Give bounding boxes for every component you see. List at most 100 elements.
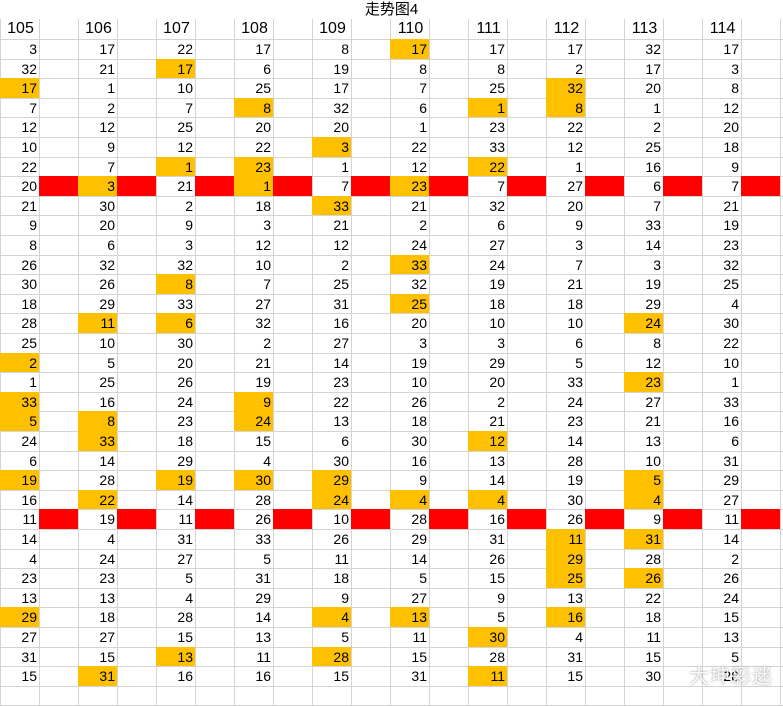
table-cell: 2 [419, 217, 427, 234]
red-marker-cell [663, 176, 702, 196]
table-cell: 30 [21, 276, 37, 293]
table-cell: 10 [99, 335, 115, 351]
table-cell: 16 [489, 511, 505, 528]
table-cell: 4 [575, 629, 583, 645]
table-cell: 20 [645, 80, 661, 97]
table-cell: 4 [312, 607, 351, 627]
table-cell: 12 [567, 139, 583, 155]
table-cell: 16 [333, 315, 349, 332]
table-cell: 8 [341, 41, 349, 57]
table-cell: 7 [341, 178, 349, 195]
column-header: 108 [241, 20, 268, 37]
table-cell: 12 [333, 237, 349, 253]
table-cell: 13 [21, 589, 37, 606]
table-cell: 1 [468, 97, 507, 118]
red-marker-cell [273, 509, 312, 529]
grid-line-vertical [546, 19, 547, 705]
table-cell: 22 [78, 489, 117, 510]
table-cell: 11 [78, 313, 117, 333]
table-cell: 25 [390, 293, 429, 314]
table-cell: 1 [575, 158, 583, 175]
table-cell: 25 [177, 119, 193, 136]
table-cell: 6 [29, 452, 37, 469]
table-cell: 12 [645, 354, 661, 371]
table-cell: 30 [99, 197, 115, 214]
table-cell: 7 [263, 276, 271, 293]
table-cell: 7 [29, 99, 37, 116]
table-cell: 10 [21, 139, 37, 155]
table-cell: 31 [624, 529, 663, 549]
table-cell: 28 [567, 452, 583, 469]
table-cell: 21 [645, 413, 661, 430]
table-cell: 6 [107, 237, 115, 253]
table-cell: 13 [390, 607, 429, 627]
table-cell: 29 [99, 295, 115, 312]
table-cell: 21 [489, 413, 505, 430]
table-cell: 22 [723, 335, 739, 351]
table-cell: 22 [645, 589, 661, 606]
table-cell: 25 [99, 374, 115, 391]
red-marker-cell [351, 509, 390, 529]
table-cell: 11 [646, 629, 661, 645]
table-cell: 24 [723, 589, 739, 606]
table-cell: 11 [412, 629, 427, 645]
grid-line-vertical [663, 19, 664, 705]
table-cell: 18 [723, 139, 739, 155]
table-cell: 5 [419, 570, 427, 587]
table-cell: 9 [234, 391, 273, 412]
table-cell: 14 [333, 354, 349, 371]
table-cell: 27 [489, 237, 505, 253]
table-cell: 1 [731, 374, 739, 391]
grid-line-vertical [195, 19, 196, 705]
table-cell: 27 [723, 491, 739, 508]
table-cell: 27 [177, 550, 193, 567]
table-cell: 19 [645, 276, 661, 293]
grid-line-vertical [312, 19, 313, 705]
table-cell: 15 [177, 629, 193, 645]
table-cell: 2 [653, 119, 661, 136]
grid-line-horizontal [0, 352, 783, 354]
table-cell: 29 [489, 354, 505, 371]
table-cell: 4 [185, 589, 193, 606]
table-cell: 26 [177, 374, 193, 391]
table-cell: 14 [723, 531, 739, 547]
table-cell: 15 [411, 648, 427, 665]
table-cell: 12 [99, 119, 115, 136]
table-cell: 26 [624, 568, 663, 588]
table-cell: 32 [489, 197, 505, 214]
table-cell: 1 [107, 80, 115, 97]
table-cell: 23 [21, 570, 37, 587]
red-marker-cell [741, 176, 780, 196]
table-cell: 20 [255, 119, 271, 136]
table-cell: 24 [567, 393, 583, 410]
table-cell: 13 [723, 629, 739, 645]
table-cell: 7 [497, 178, 505, 195]
column-header: 114 [709, 20, 736, 37]
table-cell: 3 [653, 256, 661, 273]
table-cell: 32 [255, 315, 271, 332]
table-cell: 33 [255, 531, 271, 547]
grid-line-horizontal [0, 137, 783, 138]
table-cell: 21 [255, 354, 271, 371]
table-cell: 20 [411, 315, 427, 332]
table-cell: 11 [256, 648, 271, 665]
table-cell: 32 [645, 41, 661, 57]
table-cell: 9 [653, 511, 661, 528]
table-cell: 28 [723, 668, 739, 685]
table-cell: 25 [489, 80, 505, 97]
table-cell: 21 [21, 197, 37, 214]
table-cell: 32 [411, 276, 427, 293]
grid-line-horizontal [0, 548, 783, 550]
table-cell: 12 [723, 99, 739, 116]
table-cell: 21 [723, 197, 739, 214]
table-cell: 13 [255, 629, 271, 645]
table-cell: 32 [21, 60, 37, 77]
table-cell: 25 [723, 276, 739, 293]
table-cell: 33 [390, 254, 429, 275]
table-cell: 18 [645, 609, 661, 626]
grid-line-horizontal [0, 450, 783, 452]
table-cell: 16 [21, 491, 37, 508]
grid-line-horizontal [0, 568, 783, 570]
table-cell: 3 [312, 137, 351, 157]
table-cell: 17 [156, 58, 195, 79]
